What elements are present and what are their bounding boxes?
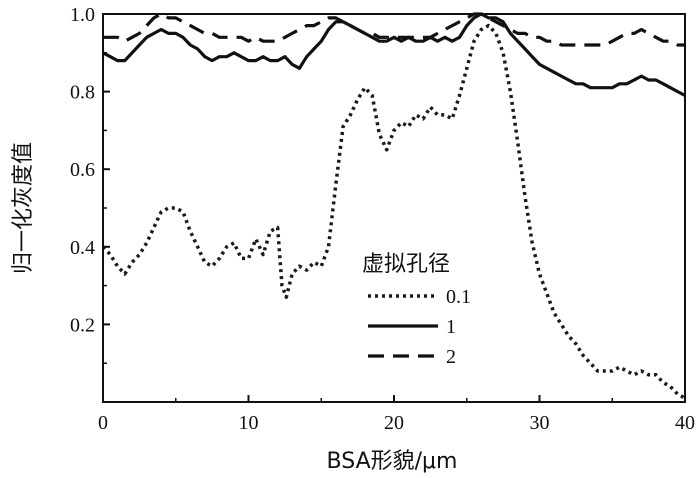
x-axis-label: BSA形貌/μm	[327, 449, 458, 474]
y-tick-label: 0.2	[70, 314, 95, 336]
y-tick-label: 0.4	[70, 237, 95, 259]
x-tick-label: 40	[675, 412, 695, 434]
legend-label: 1	[446, 316, 456, 338]
tick-labels: 0 10 20 30 40 0.2 0.4 0.6 0.8 1.0	[70, 4, 695, 434]
series-line-1	[103, 12, 685, 97]
y-axis-label: 归一化灰度值	[11, 142, 36, 274]
series-line-2	[103, 12, 685, 47]
plot-area	[103, 12, 685, 400]
y-tick-label: 0.8	[70, 82, 95, 104]
legend-title: 虚拟孔径	[362, 252, 450, 277]
x-tick-label: 20	[384, 412, 404, 434]
legend: 虚拟孔径 0.1 1 2	[362, 252, 471, 368]
x-tick-label: 0	[98, 412, 108, 434]
y-tick-label: 1.0	[70, 4, 95, 26]
legend-label: 0.1	[446, 286, 471, 308]
axes	[102, 13, 686, 403]
y-tick-label: 0.6	[70, 159, 95, 181]
series-line-0-1	[103, 23, 685, 400]
x-tick-label: 10	[239, 412, 259, 434]
plot-frame	[102, 13, 686, 403]
x-tick-label: 30	[530, 412, 550, 434]
legend-label: 2	[446, 346, 456, 368]
